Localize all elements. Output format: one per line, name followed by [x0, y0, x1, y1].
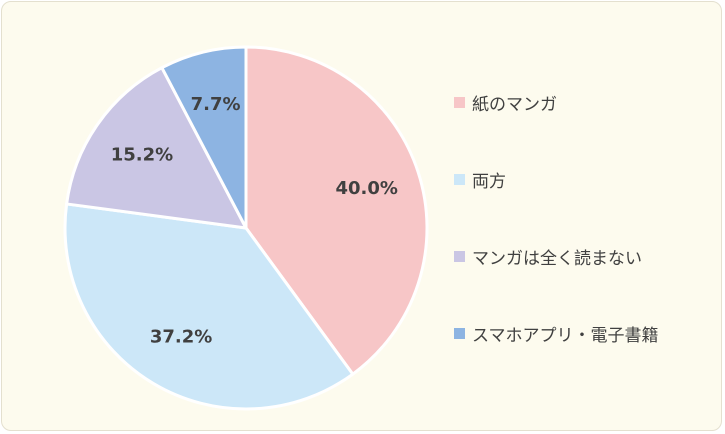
pie-slice — [244, 45, 429, 376]
pie-data-label: 40.0% — [336, 178, 398, 199]
pie-slices — [63, 45, 429, 411]
legend-swatch — [454, 250, 465, 262]
legend-item: 紙のマンガ — [454, 88, 659, 116]
pie-slice — [65, 66, 248, 230]
pie-data-label: 7.7% — [191, 94, 241, 115]
legend-swatch — [454, 173, 465, 185]
legend-label: マンガは全く読まない — [472, 248, 642, 269]
pie-slice — [160, 45, 248, 230]
legend-label: 両方 — [472, 171, 506, 192]
legend-swatch — [454, 96, 465, 108]
legend-item: マンガは全く読まない — [454, 242, 659, 270]
legend-item: 両方 — [454, 165, 659, 193]
chart-legend: 紙のマンガ 両方 マンガは全く読まない スマホアプリ・電子書籍 — [454, 88, 659, 396]
pie-data-label: 15.2% — [111, 145, 173, 166]
legend-item: スマホアプリ・電子書籍 — [454, 319, 659, 347]
legend-label: スマホアプリ・電子書籍 — [472, 325, 659, 346]
pie-data-labels: 40.0% 37.2% 15.2% 7.7% — [111, 94, 398, 347]
pie-slice — [63, 202, 355, 411]
pie-data-label: 37.2% — [150, 327, 212, 348]
legend-swatch — [454, 327, 465, 339]
legend-label: 紙のマンガ — [472, 94, 557, 115]
